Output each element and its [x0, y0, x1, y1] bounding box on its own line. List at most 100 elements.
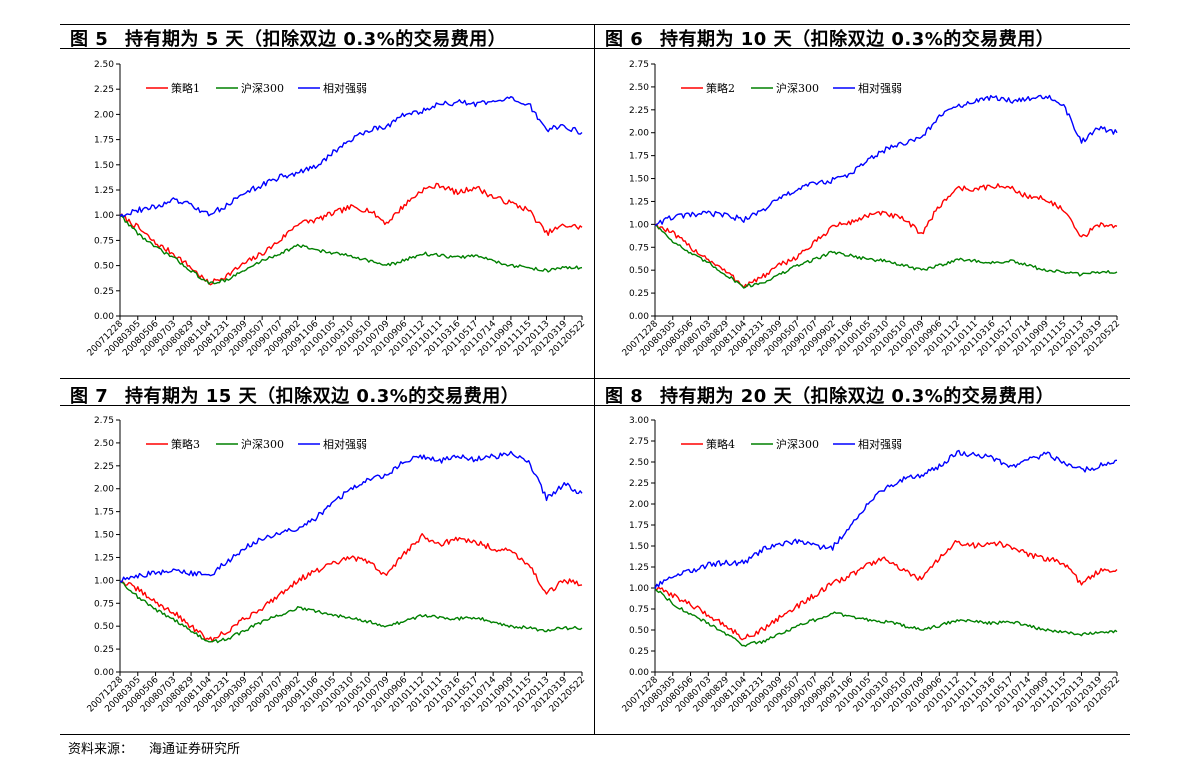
y-tick-label: 2.50 [94, 60, 114, 70]
figure-number: 图 6 [605, 29, 644, 50]
y-tick-label: 2.00 [629, 129, 649, 139]
series-line-2 [654, 588, 1118, 647]
legend-label: 沪深300 [776, 437, 819, 451]
y-tick-label: 1.75 [94, 508, 114, 518]
y-tick-label: 0.00 [629, 668, 649, 678]
y-tick-label: 0.00 [94, 312, 114, 322]
figure-number: 图 7 [70, 386, 109, 407]
y-tick-label: 2.50 [629, 458, 649, 468]
y-tick-label: 0.50 [629, 266, 649, 276]
legend-label: 相对强弱 [323, 437, 367, 451]
figure-5-title: 图 5 持有期为 5 天（扣除双边 0.3%的交易费用） [70, 25, 506, 51]
y-tick-label: 2.00 [94, 110, 114, 120]
y-tick-label: 0.00 [629, 312, 649, 322]
chart-panel-6: 0.00 0.25 0.50 0.75 1.00 1.25 1.50 1.75 2.00 2.25… [597, 52, 1127, 382]
y-tick-label: 2.00 [94, 485, 114, 495]
figure-caption: 持有期为 20 天（扣除双边 0.3%的交易费用） [660, 386, 1055, 407]
y-tick-label: 1.25 [629, 563, 649, 573]
y-tick-label: 1.50 [629, 175, 649, 185]
figure-grid [60, 24, 1130, 735]
y-tick-label: 2.25 [629, 106, 649, 116]
y-tick-label: 1.25 [629, 197, 649, 207]
y-tick-label: 0.75 [94, 599, 114, 609]
series-line-1 [119, 182, 583, 286]
legend-label: 相对强弱 [858, 437, 902, 451]
chart-panel-5: 0.00 0.25 0.50 0.75 1.00 1.25 1.50 1.75 2.00 2.25… [62, 52, 592, 382]
y-tick-label: 0.50 [94, 262, 114, 272]
y-tick-label: 1.00 [94, 211, 114, 221]
legend-label: 相对强弱 [858, 81, 902, 95]
legend-label: 沪深300 [776, 81, 819, 95]
y-tick-label: 1.00 [629, 220, 649, 230]
series-line-2 [119, 215, 583, 285]
y-tick-label: 1.25 [94, 553, 114, 563]
series-line-2 [119, 580, 583, 644]
y-tick-label: 0.25 [629, 289, 649, 299]
y-tick-label: 0.25 [629, 647, 649, 657]
series-line-3 [119, 450, 583, 583]
figure-caption: 持有期为 15 天（扣除双边 0.3%的交易费用） [125, 386, 520, 407]
y-tick-label: 0.25 [94, 287, 114, 297]
y-tick-label: 2.25 [94, 85, 114, 95]
y-tick-label: 1.75 [629, 521, 649, 531]
legend-label: 策略4 [706, 437, 735, 451]
y-tick-label: 2.25 [94, 462, 114, 472]
y-tick-label: 1.50 [94, 531, 114, 541]
y-tick-label: 1.50 [94, 161, 114, 171]
legend-label: 沪深300 [241, 437, 284, 451]
bottom-rule [60, 734, 1130, 735]
chart-svg: 0.00 0.25 0.50 0.75 1.00 1.25 1.50 1.75 2.00 2.25… [621, 416, 1122, 715]
figure-caption: 持有期为 10 天（扣除双边 0.3%的交易费用） [660, 29, 1055, 50]
figure-7-title: 图 7 持有期为 15 天（扣除双边 0.3%的交易费用） [70, 382, 519, 408]
y-tick-label: 1.75 [629, 152, 649, 162]
legend-label: 策略1 [171, 81, 200, 95]
y-tick-label: 2.75 [629, 437, 649, 447]
figure-number: 图 8 [605, 386, 644, 407]
title-rule-bottom [60, 405, 1130, 406]
series-line-1 [119, 533, 583, 643]
chart-panel-7: 0.00 0.25 0.50 0.75 1.00 1.25 1.50 1.75 2.00 2.25… [62, 408, 592, 738]
y-tick-label: 1.75 [94, 136, 114, 146]
center-divider [594, 24, 595, 734]
source-text: 海通证券研究所 [149, 742, 241, 757]
y-tick-label: 1.00 [94, 576, 114, 586]
source-note: 资料来源： 海通证券研究所 [68, 738, 240, 757]
chart-svg: 0.00 0.25 0.50 0.75 1.00 1.25 1.50 1.75 2.00 2.25… [621, 60, 1122, 359]
chart-svg: 0.00 0.25 0.50 0.75 1.00 1.25 1.50 1.75 2.00 2.25… [86, 60, 587, 359]
middle-rule [60, 378, 1130, 379]
source-label: 资料来源： [68, 742, 134, 757]
series-line-1 [654, 183, 1118, 289]
y-tick-label: 0.00 [94, 668, 114, 678]
figure-caption: 持有期为 5 天（扣除双边 0.3%的交易费用） [125, 29, 507, 50]
title-rule-top [60, 48, 1130, 49]
y-tick-label: 0.75 [629, 243, 649, 253]
legend-label: 沪深300 [241, 81, 284, 95]
series-line-3 [119, 96, 583, 218]
series-line-3 [654, 449, 1118, 589]
legend-label: 策略3 [171, 437, 200, 451]
series-line-1 [654, 540, 1118, 641]
y-tick-label: 2.75 [94, 416, 114, 426]
figure-6-title: 图 6 持有期为 10 天（扣除双边 0.3%的交易费用） [605, 25, 1054, 51]
y-tick-label: 2.50 [629, 83, 649, 93]
figure-8-title: 图 8 持有期为 20 天（扣除双边 0.3%的交易费用） [605, 382, 1054, 408]
y-tick-label: 1.00 [629, 584, 649, 594]
y-tick-label: 0.25 [94, 645, 114, 655]
legend-label: 相对强弱 [323, 81, 367, 95]
y-tick-label: 0.75 [629, 605, 649, 615]
chart-panel-8: 0.00 0.25 0.50 0.75 1.00 1.25 1.50 1.75 2.00 2.25… [597, 408, 1127, 738]
series-line-3 [654, 94, 1118, 227]
y-tick-label: 2.50 [94, 439, 114, 449]
top-rule [60, 24, 1130, 25]
chart-svg: 0.00 0.25 0.50 0.75 1.00 1.25 1.50 1.75 2.00 2.25… [86, 416, 587, 715]
series-line-2 [654, 224, 1118, 289]
y-tick-label: 0.50 [94, 622, 114, 632]
y-tick-label: 2.00 [629, 500, 649, 510]
y-tick-label: 0.50 [629, 626, 649, 636]
y-tick-label: 1.25 [94, 186, 114, 196]
y-tick-label: 2.25 [629, 479, 649, 489]
y-tick-label: 0.75 [94, 236, 114, 246]
legend-label: 策略2 [706, 81, 735, 95]
y-tick-label: 1.50 [629, 542, 649, 552]
figure-number: 图 5 [70, 29, 109, 50]
